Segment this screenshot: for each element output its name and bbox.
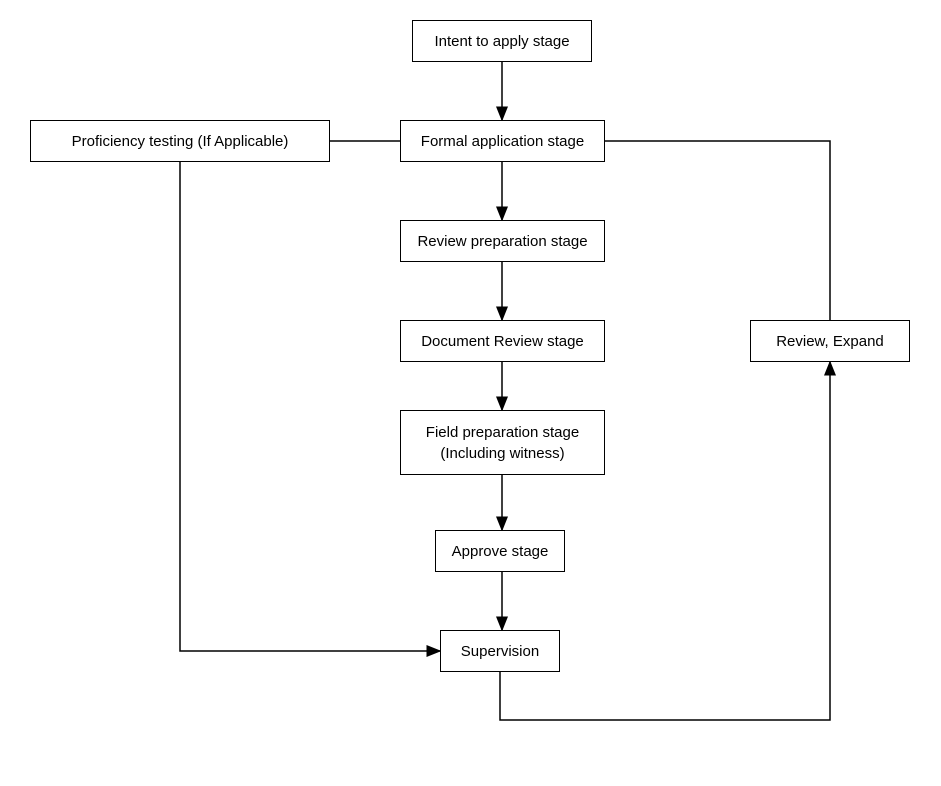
node-label: Review preparation stage: [417, 231, 587, 252]
node-label: Document Review stage: [421, 331, 584, 352]
node-label: Approve stage: [452, 541, 549, 562]
node-label: Field preparation stage(Including witnes…: [426, 422, 579, 464]
node-label: Proficiency testing (If Applicable): [72, 131, 289, 152]
node-field-preparation: Field preparation stage(Including witnes…: [400, 410, 605, 475]
node-intent-to-apply: Intent to apply stage: [412, 20, 592, 62]
node-review-expand: Review, Expand: [750, 320, 910, 362]
node-label: Intent to apply stage: [434, 31, 569, 52]
node-supervision: Supervision: [440, 630, 560, 672]
node-label: Formal application stage: [421, 131, 584, 152]
node-label: Review, Expand: [776, 331, 884, 352]
node-formal-application: Formal application stage: [400, 120, 605, 162]
node-proficiency-testing: Proficiency testing (If Applicable): [30, 120, 330, 162]
node-label: Supervision: [461, 641, 539, 662]
node-review-preparation: Review preparation stage: [400, 220, 605, 262]
node-document-review: Document Review stage: [400, 320, 605, 362]
node-approve-stage: Approve stage: [435, 530, 565, 572]
